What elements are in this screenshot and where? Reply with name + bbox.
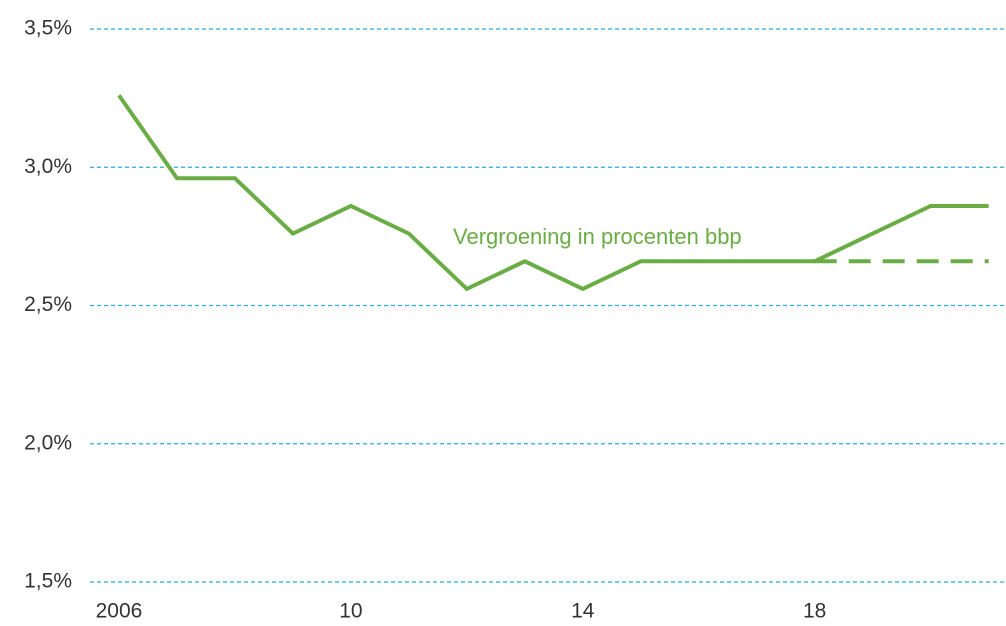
- y-tick-label: 2,5%: [24, 293, 72, 316]
- annotation: Vergroening in procenten bbp: [453, 224, 742, 249]
- x-tick-label: 2006: [96, 600, 143, 623]
- y-tick-label: 1,5%: [24, 570, 72, 593]
- y-tick-label: 3,0%: [24, 155, 72, 178]
- y-tick-label: 3,5%: [24, 17, 72, 40]
- y-tick-label: 2,0%: [24, 431, 72, 454]
- x-tick-label: 14: [571, 600, 595, 623]
- x-tick-label: 10: [339, 600, 362, 623]
- x-tick-label: 18: [803, 600, 826, 623]
- line-series: [117, 94, 989, 292]
